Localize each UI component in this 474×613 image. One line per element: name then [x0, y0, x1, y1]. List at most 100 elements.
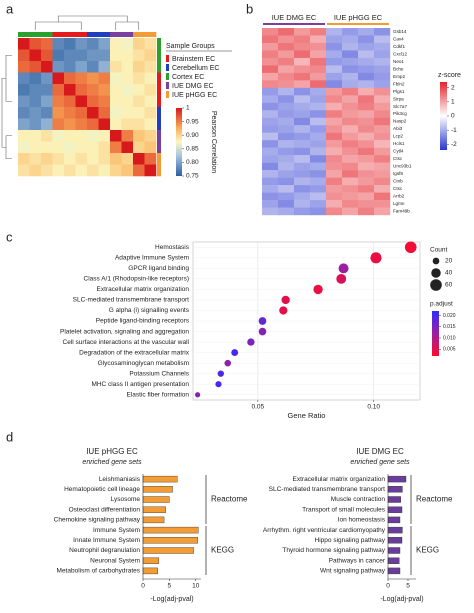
heatmap-cell	[41, 153, 53, 165]
legend-swatch	[166, 82, 169, 89]
gene-label: Lcp2	[393, 134, 403, 139]
heatmap-cell	[374, 110, 391, 118]
heatmap-cell	[310, 207, 327, 216]
x-axis-label: -Log(adj-pval)	[150, 596, 193, 603]
bar-label: Lysosome	[111, 496, 141, 503]
dot	[281, 295, 290, 305]
heatmap-cell	[262, 65, 279, 74]
dot	[247, 338, 255, 346]
heatmap-cell	[358, 117, 375, 126]
heatmap-cell	[75, 164, 88, 177]
heatmap-cell	[262, 80, 279, 89]
heatmap-cell	[326, 155, 343, 163]
heatmap-cell	[374, 57, 391, 66]
x-tick-label: 0.05	[252, 404, 265, 411]
heatmap-cell	[87, 107, 99, 119]
heatmap-cell	[144, 84, 157, 96]
heatmap-cell	[29, 141, 42, 154]
colorbar-tick-label: 0	[451, 113, 455, 120]
heatmap-cell	[326, 192, 343, 201]
heatmap-cell	[98, 38, 111, 50]
dot	[224, 359, 232, 367]
heatmap-cell	[358, 35, 375, 44]
heatmap-cell	[18, 107, 30, 119]
heatmap-cell	[358, 185, 375, 193]
heatmap-cell	[374, 72, 391, 81]
heatmap-cell	[358, 177, 375, 186]
bar-label: Transport of small molecules	[302, 506, 386, 513]
chart-subtitle: enriched gene sets	[350, 459, 410, 466]
heatmap-cell	[87, 153, 99, 165]
heatmap-cell	[310, 95, 327, 103]
sample-strip	[157, 72, 161, 85]
heatmap-cell	[262, 147, 279, 156]
sample-strip	[157, 49, 161, 62]
gene-label: Slc7a7	[393, 104, 407, 109]
heatmap-cell	[75, 84, 88, 96]
heatmap-cell	[342, 50, 359, 59]
heatmap-cell	[374, 80, 391, 89]
bar	[387, 547, 401, 554]
heatmap-cell	[342, 87, 359, 96]
heatmap-cell	[29, 49, 42, 62]
heatmap-cell	[278, 72, 295, 81]
heatmap-cell	[262, 28, 279, 36]
heatmap-cell	[262, 200, 279, 208]
bar-label: Hippo signaling pathway	[315, 537, 386, 544]
heatmap-cell	[294, 147, 311, 156]
heatmap-cell	[29, 153, 42, 165]
gene-label: Ctnb	[393, 179, 403, 184]
heatmap-cell	[374, 162, 391, 171]
term-label: Extracellular matrix organization	[97, 286, 190, 293]
heatmap-cell	[41, 72, 53, 85]
heatmap-cell	[29, 118, 42, 131]
sample-strip	[87, 32, 99, 37]
heatmap-cell	[87, 49, 99, 62]
heatmap-cell	[294, 87, 311, 96]
bar-label: Metabolism of carbohydrates	[57, 568, 141, 575]
sample-strip	[64, 32, 76, 37]
dot	[313, 284, 323, 295]
heatmap-cell	[144, 130, 157, 142]
heatmap-cell	[262, 110, 279, 118]
sample-strip	[29, 32, 42, 37]
bar-label: Neuronal System	[90, 557, 140, 564]
heatmap-cell	[29, 164, 42, 177]
heatmap-cell	[121, 61, 134, 73]
colorbar-tick-label: 2	[451, 84, 455, 91]
colorbar	[176, 108, 182, 176]
heatmap-cell	[310, 170, 327, 178]
heatmap-cell	[64, 61, 76, 73]
heatmap-cell	[342, 147, 359, 156]
heatmap-cell	[262, 87, 279, 96]
heatmap-cell	[326, 140, 343, 148]
heatmap-cell	[374, 87, 391, 96]
legend-swatch	[166, 91, 169, 98]
heatmap-cell	[326, 28, 343, 36]
dot	[404, 241, 417, 254]
heatmap-cell	[133, 61, 145, 73]
heatmap-cell	[110, 130, 122, 142]
heatmap-cell	[133, 164, 145, 177]
heatmap-cell	[144, 141, 157, 154]
heatmap-cell	[278, 42, 295, 51]
x-tick-label: 5	[406, 583, 410, 590]
group-label: KEGG	[211, 546, 234, 555]
heatmap-cell	[310, 72, 327, 81]
heatmap-cell	[52, 153, 65, 165]
heatmap-cell	[374, 125, 391, 133]
heatmap-cell	[262, 155, 279, 163]
heatmap-cell	[310, 117, 327, 126]
panel-letter: c	[6, 229, 13, 244]
heatmap-cell	[133, 141, 145, 154]
heatmap-cell	[358, 80, 375, 89]
sample-strip	[144, 32, 157, 37]
heatmap-cell	[326, 72, 343, 81]
gene-label: Fbln2	[393, 81, 405, 86]
heatmap-cell	[110, 107, 122, 119]
heatmap-cell	[326, 162, 343, 171]
heatmap-cell	[294, 95, 311, 103]
heatmap-cell	[374, 35, 391, 44]
heatmap-cell	[294, 207, 311, 216]
heatmap-cell	[41, 84, 53, 96]
